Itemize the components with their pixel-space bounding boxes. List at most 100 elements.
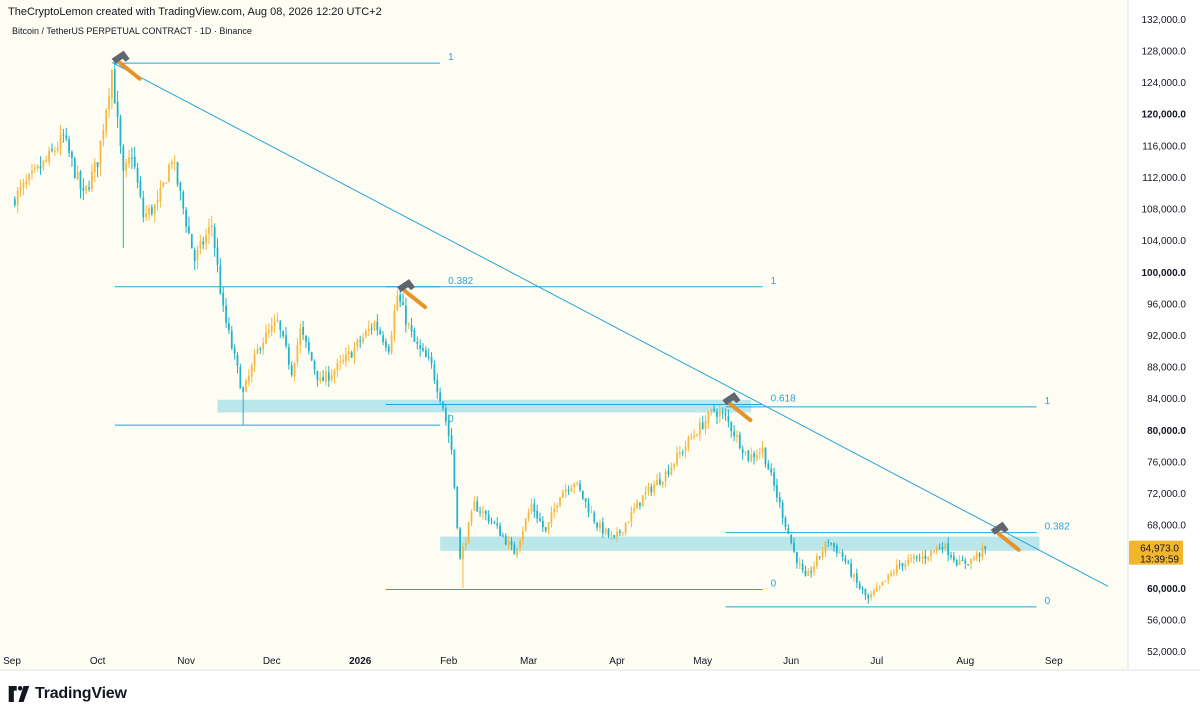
candle-body (913, 556, 915, 559)
candle-body (282, 331, 285, 337)
candle-body (727, 416, 730, 422)
candle-body (236, 354, 239, 366)
candle-body (307, 342, 310, 352)
tradingview-logo[interactable]: TradingView (8, 684, 127, 704)
price-axis[interactable]: 52,000.0 56,000.0 60,000.0 68,000.0 72,000.0… (1129, 15, 1186, 658)
candle-body (333, 370, 336, 377)
candle-body (139, 181, 142, 197)
fib-level-label: 0.618 (771, 394, 796, 405)
candle-body (28, 174, 31, 180)
fib-level-label: 0.382 (1045, 522, 1070, 533)
candle-body (741, 448, 744, 453)
candle-body (938, 547, 941, 549)
candle-body (68, 139, 70, 153)
candle-body (770, 468, 773, 473)
candle-body (670, 467, 673, 476)
candle-body (524, 518, 527, 531)
candle-body (878, 585, 881, 587)
candle-body (827, 541, 830, 543)
candle-body (128, 157, 130, 164)
candle-body (667, 470, 670, 475)
price-tick-label: 92,000.0 (1147, 331, 1186, 342)
time-tick-label: Dec (263, 656, 281, 667)
price-tick-label: 96,000.0 (1147, 299, 1186, 310)
candle-body (267, 330, 270, 333)
candle-body (678, 452, 681, 454)
time-axis[interactable]: Sep Oct Nov Dec 2026 Feb Mar Apr May Jun Jul Aug Sep (3, 656, 1063, 667)
tradingview-logo-icon (8, 686, 30, 702)
candle-body (499, 525, 501, 537)
candle-body (967, 564, 970, 566)
price-tick-label: 84,000.0 (1147, 394, 1186, 405)
candle-body (941, 547, 944, 550)
time-tick-label: Sep (3, 656, 21, 667)
price-tick-label: 52,000.0 (1147, 647, 1186, 658)
candle-body (599, 522, 601, 529)
candle-body (522, 531, 524, 541)
candle-body (773, 472, 775, 486)
candle-body (193, 249, 196, 262)
price-tick-label: 120,000.0 (1142, 110, 1187, 121)
candle-body (239, 366, 242, 389)
candle-body (801, 563, 804, 570)
candle-body (399, 294, 402, 302)
candle-body (416, 341, 419, 344)
candle-body (310, 352, 313, 361)
candle-body (756, 455, 758, 459)
candle-body (853, 574, 855, 577)
candle-body (972, 558, 975, 560)
candle-body (93, 162, 96, 173)
candle-body (36, 165, 39, 169)
candle-body (633, 508, 636, 512)
candlesticks (13, 59, 987, 604)
time-tick-label: Oct (90, 656, 106, 667)
chart-title: Bitcoin / TetherUS PERPETUAL CONTRACT · … (12, 26, 252, 36)
price-tick-label: 68,000.0 (1147, 521, 1186, 532)
candle-body (733, 431, 735, 437)
candle-body (347, 351, 350, 355)
candle-body (502, 535, 504, 537)
candle-body (567, 489, 570, 491)
price-tick-label: 128,000.0 (1142, 46, 1187, 57)
candle-body (596, 522, 598, 528)
candle-body (402, 302, 404, 305)
hammer-head (990, 521, 1009, 535)
fib-level-label: 0 (771, 578, 777, 589)
candle-body (870, 594, 872, 598)
candle-body (627, 521, 630, 524)
candle-body (890, 573, 892, 576)
candle-body (593, 512, 596, 522)
candle-body (484, 511, 487, 515)
candle-body (750, 454, 753, 462)
candle-body (336, 362, 339, 371)
candle-body (975, 552, 978, 559)
candle-body (873, 591, 875, 595)
candle-body (776, 485, 778, 498)
candle-body (16, 190, 19, 206)
candle-body (168, 164, 170, 182)
candle-body (202, 241, 205, 245)
candle-body (373, 322, 376, 331)
candle-body (230, 331, 233, 349)
candle-body (813, 566, 815, 573)
candle-body (764, 447, 767, 465)
candle-body (978, 553, 981, 557)
candle-body (413, 330, 416, 342)
candle-body (205, 235, 207, 244)
candle-body (22, 182, 25, 188)
candle-body (933, 550, 935, 552)
candle-body (947, 543, 950, 556)
trendline (111, 61, 1109, 587)
price-tick-label: 112,000.0 (1142, 173, 1186, 184)
candle-body (393, 311, 396, 335)
candle-body (790, 534, 793, 544)
candle-body (190, 233, 193, 249)
time-tick-label: Sep (1045, 656, 1063, 667)
candle-body (981, 546, 984, 558)
price-tick-label: 88,000.0 (1147, 363, 1186, 374)
candle-body (385, 341, 387, 348)
candle-body (693, 435, 696, 438)
candle-body (382, 335, 384, 342)
